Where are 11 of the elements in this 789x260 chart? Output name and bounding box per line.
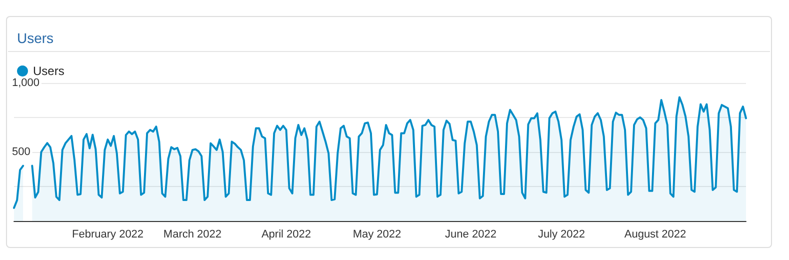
x-tick-label: April 2022 xyxy=(261,228,312,240)
x-tick-label: August 2022 xyxy=(624,228,686,240)
x-tick-label: May 2022 xyxy=(352,228,402,240)
y-tick-label: 500 xyxy=(12,146,30,158)
chart-title: Users xyxy=(17,30,54,46)
x-tick-label: March 2022 xyxy=(163,228,222,240)
x-tick-label: February 2022 xyxy=(72,228,144,240)
y-tick-label: 1,000 xyxy=(12,77,40,89)
legend-label: Users xyxy=(33,64,64,78)
x-tick-label: July 2022 xyxy=(538,228,586,240)
x-tick-label: June 2022 xyxy=(445,228,496,240)
